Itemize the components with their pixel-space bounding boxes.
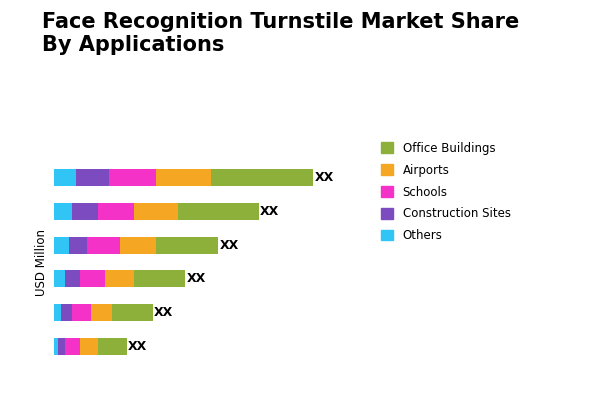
Bar: [105, 270, 134, 287]
Bar: [112, 304, 152, 321]
Bar: [156, 237, 218, 254]
Bar: [54, 304, 61, 321]
Bar: [178, 203, 259, 220]
Bar: [72, 304, 91, 321]
Bar: [87, 237, 120, 254]
Bar: [134, 203, 178, 220]
Bar: [68, 237, 87, 254]
Bar: [156, 169, 211, 186]
Bar: [76, 169, 109, 186]
Bar: [98, 338, 127, 355]
Legend: Office Buildings, Airports, Schools, Construction Sites, Others: Office Buildings, Airports, Schools, Con…: [378, 138, 514, 246]
Bar: [54, 270, 65, 287]
Bar: [61, 304, 72, 321]
Text: XX: XX: [128, 340, 148, 353]
Text: XX: XX: [154, 306, 173, 319]
Bar: [120, 237, 156, 254]
Bar: [54, 169, 76, 186]
Text: Face Recognition Turnstile Market Share
By Applications: Face Recognition Turnstile Market Share …: [42, 12, 519, 55]
Text: XX: XX: [187, 272, 206, 285]
Bar: [91, 304, 112, 321]
Text: XX: XX: [260, 205, 279, 218]
Bar: [65, 338, 80, 355]
Bar: [211, 169, 313, 186]
Bar: [80, 338, 98, 355]
Bar: [72, 203, 98, 220]
Bar: [134, 270, 185, 287]
Bar: [54, 203, 72, 220]
Text: XX: XX: [220, 239, 239, 252]
Bar: [65, 270, 80, 287]
Bar: [58, 338, 65, 355]
Y-axis label: USD Million: USD Million: [35, 228, 49, 296]
Bar: [54, 338, 58, 355]
Bar: [109, 169, 156, 186]
Bar: [98, 203, 134, 220]
Bar: [54, 237, 68, 254]
Bar: [80, 270, 105, 287]
Text: XX: XX: [314, 171, 334, 184]
